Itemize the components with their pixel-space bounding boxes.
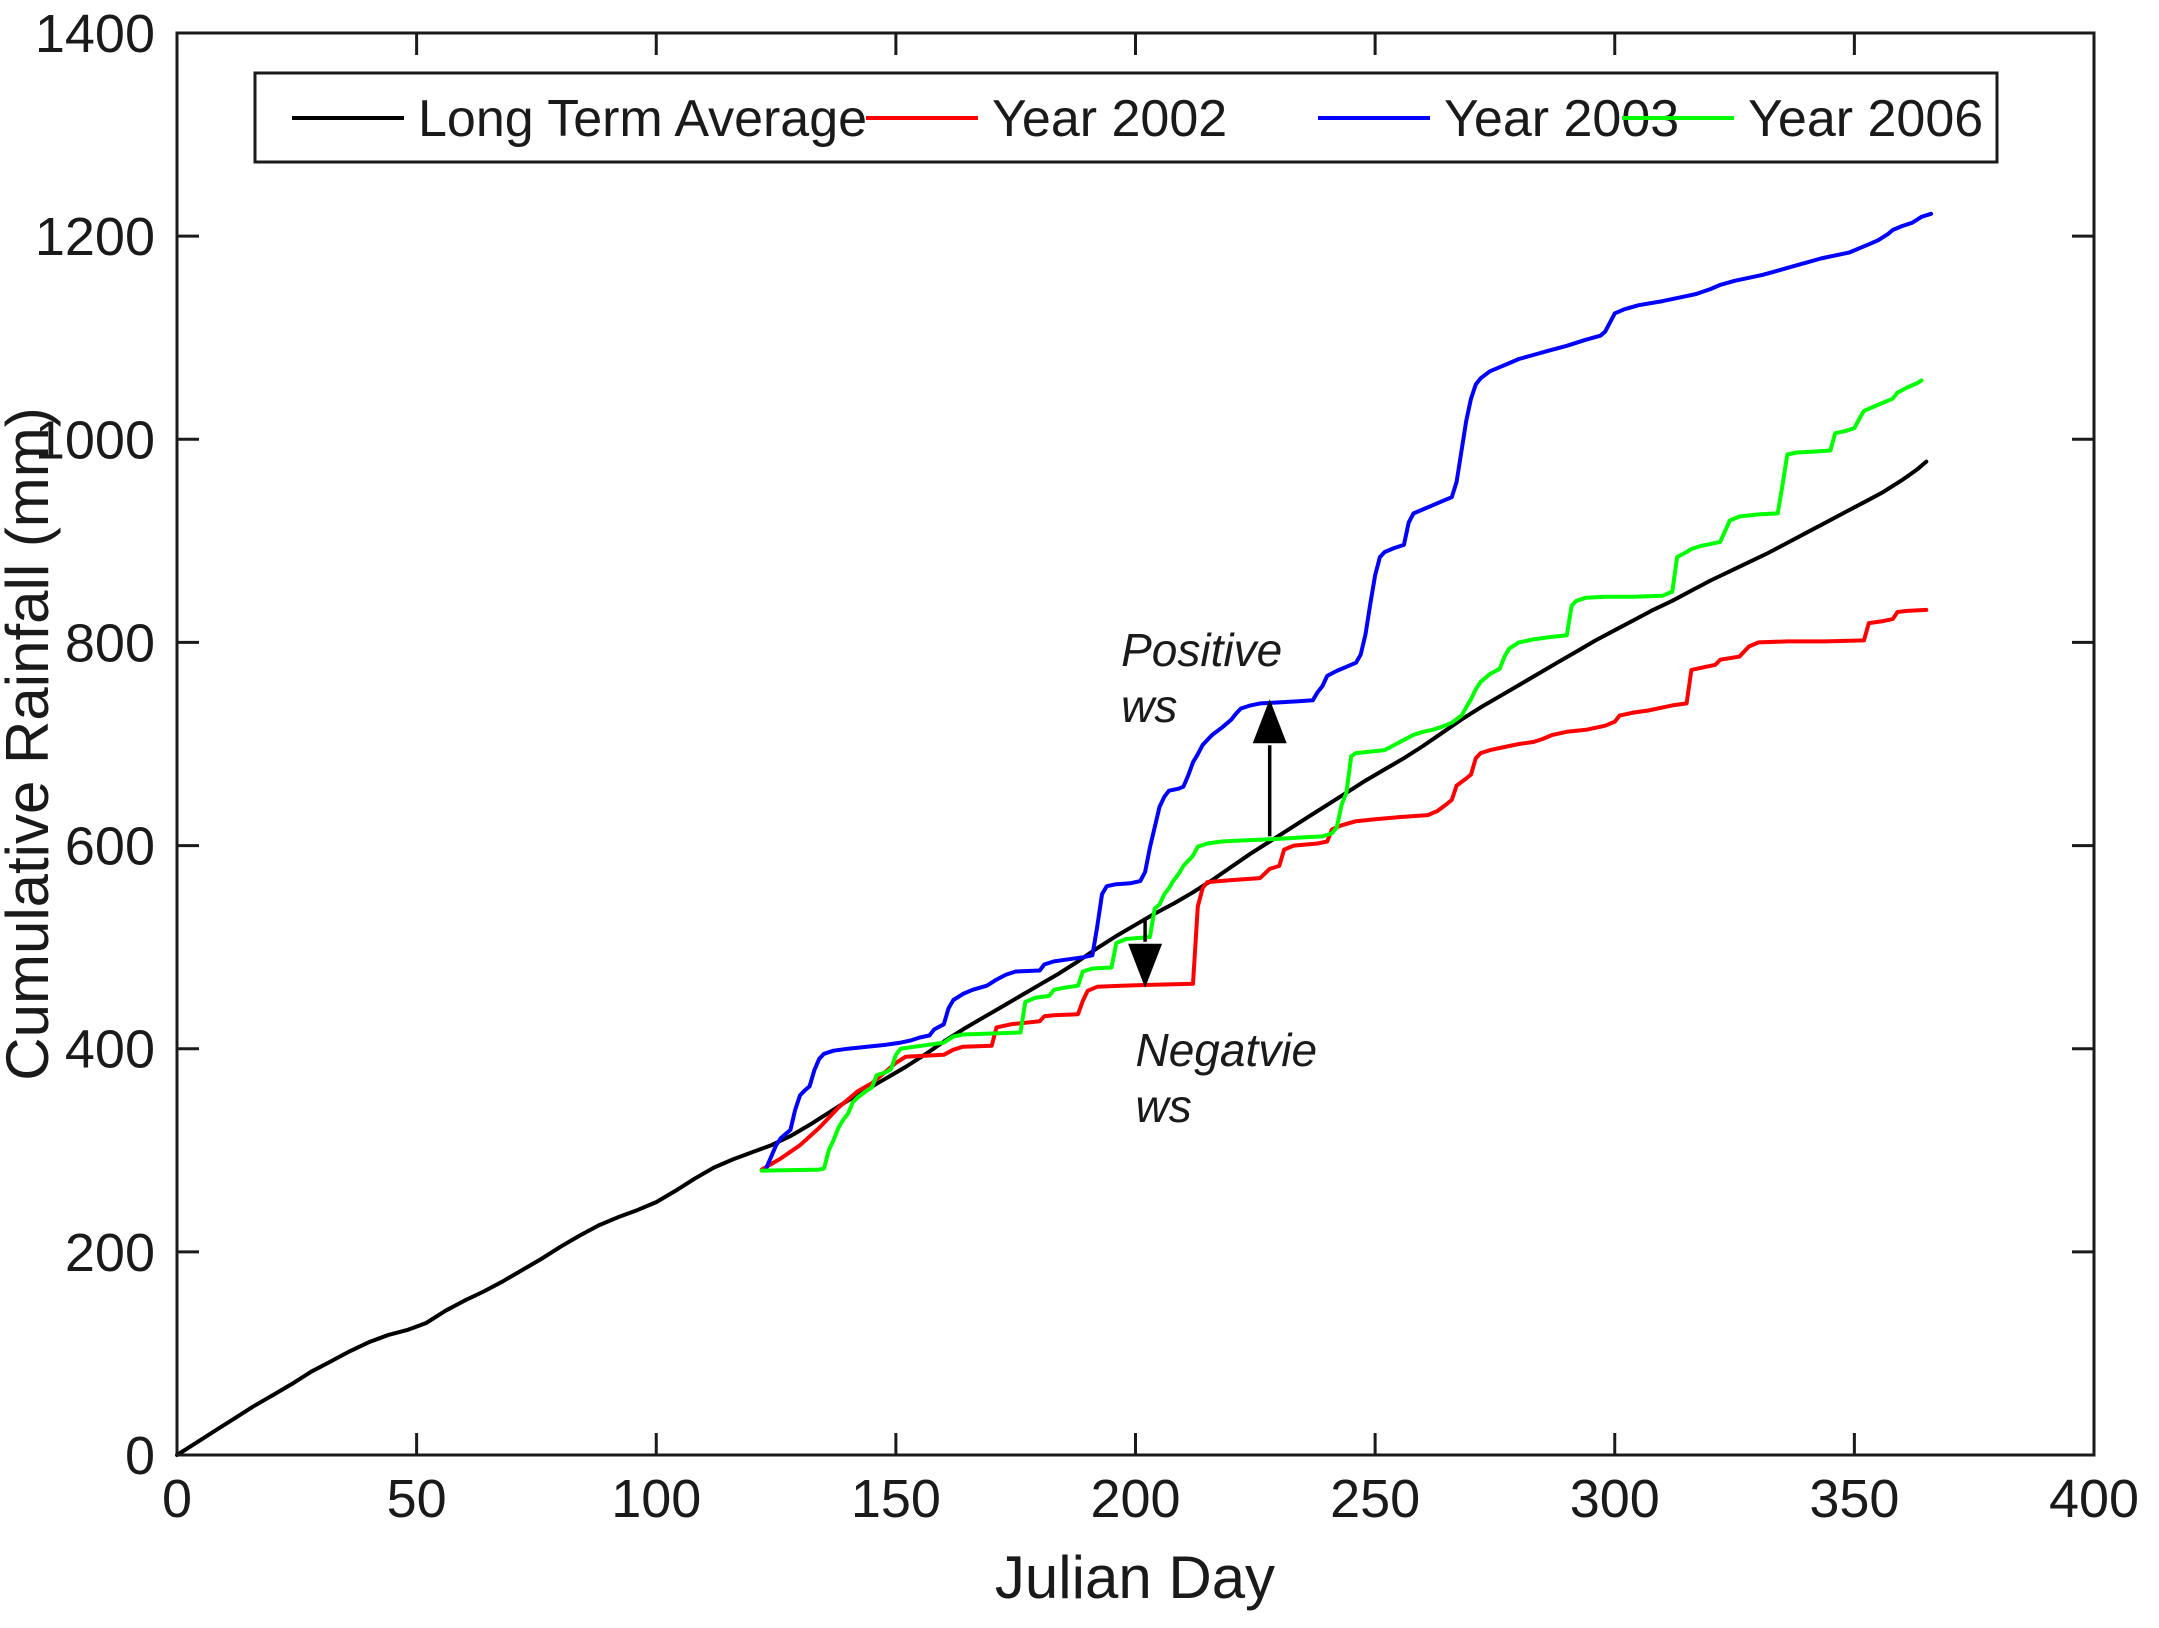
- annotation-positive-ws-line1: Positive: [1121, 624, 1282, 676]
- series-line-year-2002: [759, 607, 1929, 1172]
- legend-item-year-2006: Year 2006: [1622, 90, 1983, 148]
- y-tick-label-400: 400: [65, 1020, 155, 1080]
- legend-label-long-term-average: Long Term Average: [418, 90, 867, 148]
- x-tick-label-300: 300: [1570, 1469, 1660, 1529]
- y-tick-label-1000: 1000: [35, 410, 155, 470]
- x-axis-title: Julian Day: [995, 1544, 1275, 1611]
- y-tick-label-200: 200: [65, 1223, 155, 1283]
- x-tick-label-400: 400: [2049, 1469, 2139, 1529]
- legend-item-year-2002: Year 2002: [866, 90, 1227, 148]
- y-tick-label-0: 0: [125, 1426, 155, 1486]
- legend-label-year-2006: Year 2006: [1748, 90, 1983, 148]
- legend-label-year-2002: Year 2002: [992, 90, 1227, 148]
- x-tick-label-50: 50: [387, 1469, 447, 1529]
- y-tick-label-1200: 1200: [35, 207, 155, 267]
- x-tick-label-350: 350: [1809, 1469, 1899, 1529]
- x-tick-label-150: 150: [851, 1469, 941, 1529]
- series-layer: [175, 211, 1934, 1457]
- annotation-negative-ws-line1: Negatvie: [1136, 1024, 1318, 1076]
- series-line-year-2006: [759, 378, 1924, 1173]
- axes-layer: 0 50 100 150 200 250 300 350 400 0 200 400 600 800 100…: [35, 4, 2139, 1529]
- x-tick-label-200: 200: [1090, 1469, 1180, 1529]
- plot-box: [175, 31, 2096, 1457]
- legend-item-long-term-average: Long Term Average: [292, 90, 867, 148]
- series-line-year-2003: [764, 211, 1934, 1170]
- x-tick-label-100: 100: [611, 1469, 701, 1529]
- annotation-negative-ws-arrowhead-down: [1128, 943, 1163, 988]
- annotation-positive-ws-arrowhead-up: [1252, 699, 1287, 744]
- x-tick-label-250: 250: [1330, 1469, 1420, 1529]
- annotation-negative-ws-line2: ws: [1136, 1080, 1192, 1132]
- y-tick-label-600: 600: [65, 817, 155, 877]
- y-axis-title: Cumulative Rainfall (mm): [0, 407, 61, 1080]
- y-tick-label-800: 800: [65, 613, 155, 673]
- legend: Long Term Average Year 2002 Year 2003 Year …: [253, 71, 1999, 164]
- annotation-positive-ws-line2: ws: [1121, 680, 1177, 732]
- series-line-long-term-average: [175, 459, 1929, 1457]
- y-tick-label-1400: 1400: [35, 4, 155, 64]
- x-tick-label-0: 0: [162, 1469, 192, 1529]
